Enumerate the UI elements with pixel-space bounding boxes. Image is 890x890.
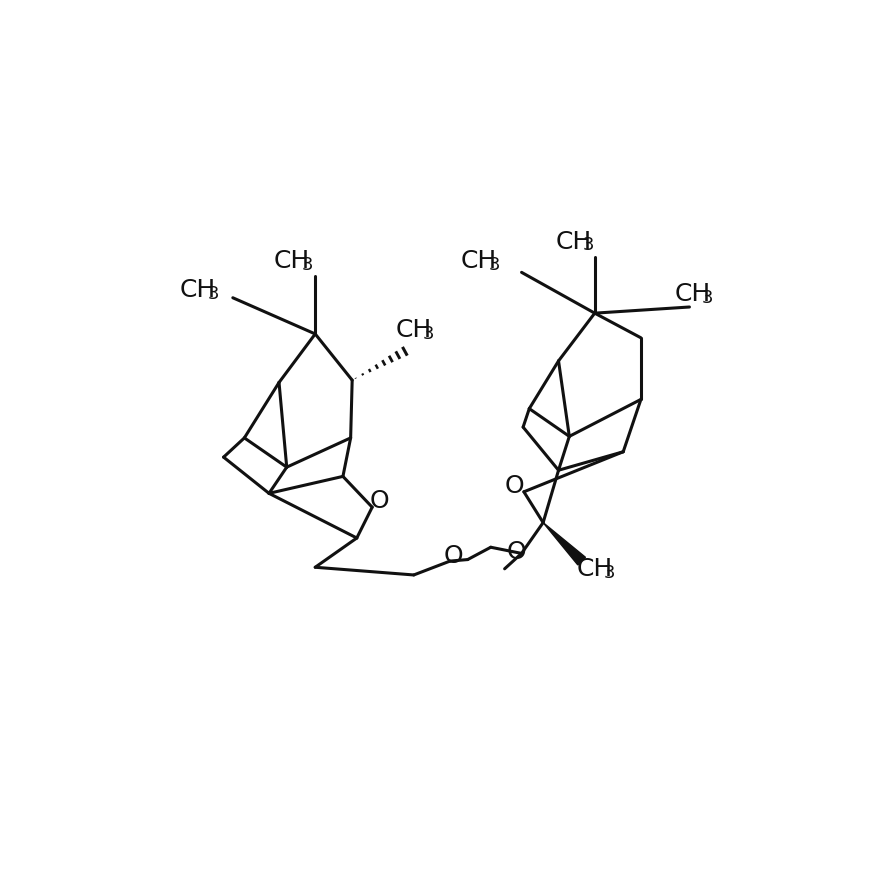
Text: O: O (444, 544, 464, 568)
Text: 3: 3 (302, 255, 313, 273)
Text: CH: CH (556, 230, 592, 254)
Text: CH: CH (577, 557, 613, 581)
Text: 3: 3 (207, 285, 219, 303)
Text: 3: 3 (423, 325, 434, 343)
Text: O: O (370, 489, 390, 513)
Text: CH: CH (274, 249, 311, 273)
Text: 3: 3 (583, 237, 595, 255)
Text: CH: CH (396, 318, 432, 342)
Polygon shape (543, 522, 586, 565)
Text: CH: CH (180, 278, 216, 302)
Text: CH: CH (461, 249, 498, 273)
Text: 3: 3 (701, 288, 713, 307)
Text: CH: CH (675, 282, 710, 306)
Text: O: O (506, 540, 526, 564)
Text: 3: 3 (489, 255, 500, 273)
Text: 3: 3 (604, 563, 616, 582)
Text: O: O (505, 473, 524, 498)
